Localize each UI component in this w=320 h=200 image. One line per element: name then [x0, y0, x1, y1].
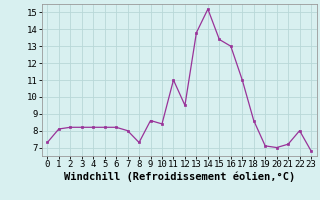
X-axis label: Windchill (Refroidissement éolien,°C): Windchill (Refroidissement éolien,°C) — [64, 172, 295, 182]
